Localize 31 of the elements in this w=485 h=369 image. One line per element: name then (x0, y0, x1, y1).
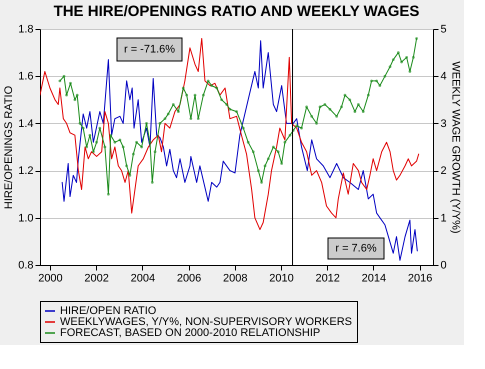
y-tick-label: 1.0 (18, 212, 34, 224)
y-tick-label: 0.8 (18, 260, 34, 272)
line-series (62, 40, 418, 261)
annotation: r = 7.6% (335, 242, 377, 254)
x-tick-label: 2012 (315, 272, 340, 284)
y2-axis-title: WEEKLY WAGE GROWTH (Y/Y%) (450, 61, 462, 234)
annotation: r = -71.6% (124, 44, 176, 56)
legend-label: WEEKLYWAGES, Y/Y%, NON-SUPERVISORY WORKERS (60, 316, 352, 328)
y-axis-title: HIRE/OPENINGS RATIO (3, 85, 16, 210)
chart-title: THE HIRE/OPENINGS RATIO AND WEEKLY WAGES (54, 3, 420, 20)
x-tick-label: 2002 (84, 272, 109, 284)
y-tick-label: 1.4 (18, 118, 34, 130)
y2-tick-label: 4 (440, 70, 447, 83)
y2-tick-label: 5 (440, 24, 447, 36)
x-tick-label: 2006 (176, 272, 202, 284)
y2-tick-label: 3 (440, 118, 447, 130)
y-tick-label: 1.6 (18, 70, 34, 83)
line-series (40, 38, 420, 230)
legend-label: HIRE/OPEN RATIO (60, 305, 157, 317)
x-tick-label: 2016 (408, 272, 432, 284)
x-tick-label: 2010 (269, 272, 294, 284)
x-tick-label: 2014 (362, 272, 386, 284)
y-tick-label: 1.2 (18, 165, 34, 178)
x-tick-label: 2000 (38, 272, 63, 284)
y2-tick-label: 2 (440, 165, 447, 178)
legend-label: FORECAST, BASED ON 2000-2010 RELATIONSHIP (60, 327, 320, 339)
y2-tick-label: 1 (440, 212, 447, 224)
y-tick-label: 1.8 (18, 24, 34, 36)
y2-tick-label: 0 (440, 260, 447, 272)
x-tick-label: 2004 (130, 272, 156, 284)
x-tick-label: 2008 (223, 272, 248, 284)
